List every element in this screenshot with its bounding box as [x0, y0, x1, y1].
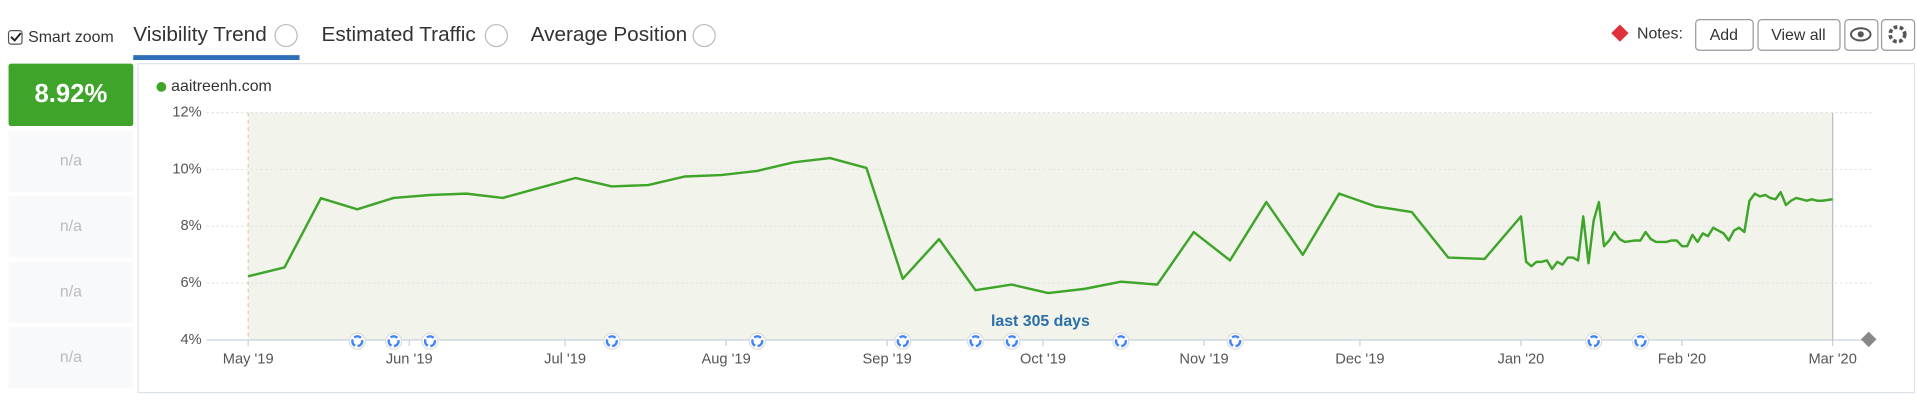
na-box — [8, 261, 134, 323]
na-value: n/a — [60, 218, 82, 235]
google-icon — [387, 335, 400, 348]
y-tick-label: 8% — [181, 218, 202, 234]
y-tick-label: 10% — [172, 161, 201, 177]
x-tick-label: Jan '20 — [1498, 351, 1545, 367]
x-tick-label: Jun '19 — [386, 351, 433, 367]
view-all-button[interactable] — [1757, 19, 1841, 51]
na-value: n/a — [60, 153, 82, 170]
check — [10, 32, 22, 42]
series-line — [247, 156, 1833, 295]
google-icon — [1634, 335, 1647, 348]
smart-zoom-label[interactable]: Smart zoom — [28, 29, 114, 46]
info-icon[interactable] — [692, 23, 716, 48]
google-icon — [896, 335, 909, 348]
eye-icon — [1850, 27, 1872, 42]
settings-button[interactable] — [1880, 19, 1916, 51]
x-tick-label: Nov '19 — [1179, 351, 1228, 367]
value-box — [8, 63, 134, 127]
gear-icon — [1888, 25, 1907, 44]
plot: 4% 6% 8% 10% 12% May '19 Jun '19 Jul '19 Aug '19… — [172, 104, 1875, 367]
google-icon — [1005, 335, 1018, 348]
tab[interactable]: Average Position — [531, 23, 688, 46]
eye-pupil — [1857, 31, 1864, 38]
x-tick-label: Oct '19 — [1020, 351, 1066, 367]
info-icon[interactable] — [484, 23, 508, 48]
na-box — [8, 327, 134, 389]
notes-label: Notes: — [1637, 26, 1683, 43]
legend-marker — [156, 82, 167, 92]
x-tick-label: Dec '19 — [1335, 351, 1384, 367]
info-icon[interactable] — [274, 23, 298, 48]
google-icon — [1114, 335, 1128, 348]
y-tick-label: 4% — [181, 332, 202, 348]
google-icon — [1587, 335, 1600, 348]
na-value: n/a — [60, 349, 82, 366]
x-tick-label: Sep '19 — [863, 351, 912, 367]
view-all-label[interactable]: View all — [1771, 27, 1825, 44]
google-icon — [1229, 335, 1242, 348]
y-tick-label: 6% — [181, 275, 202, 291]
x-tick-label: Mar '20 — [1808, 351, 1856, 367]
tab[interactable]: Visibility Trend — [133, 23, 267, 46]
x-tick-label: May '19 — [223, 351, 274, 367]
na-list: n/a n/a n/a n/a — [8, 130, 134, 389]
range-label: last 305 days — [991, 313, 1090, 330]
google-icon — [423, 335, 437, 348]
na-value: n/a — [60, 284, 82, 301]
notes-icon — [1611, 24, 1629, 42]
x-tick-label: Jul '19 — [544, 351, 586, 367]
na-box — [8, 130, 134, 193]
google-icon — [969, 335, 982, 348]
x-tick-label: Aug '19 — [701, 351, 750, 367]
legend-label: aaitreenh.com — [171, 78, 272, 95]
y-tick-label: 12% — [172, 104, 201, 120]
na-box — [8, 196, 134, 258]
x-tick-label: Feb '20 — [1658, 351, 1706, 367]
google-icon — [605, 335, 618, 348]
add-button-label[interactable]: Add — [1710, 27, 1738, 44]
tab[interactable]: Estimated Traffic — [322, 23, 476, 46]
add-button[interactable] — [1695, 19, 1754, 51]
checkbox[interactable] — [7, 30, 23, 45]
google-icon — [351, 335, 364, 348]
google-icon — [751, 335, 764, 348]
tab-underline — [133, 55, 300, 61]
current-value: 8.92% — [35, 80, 108, 108]
